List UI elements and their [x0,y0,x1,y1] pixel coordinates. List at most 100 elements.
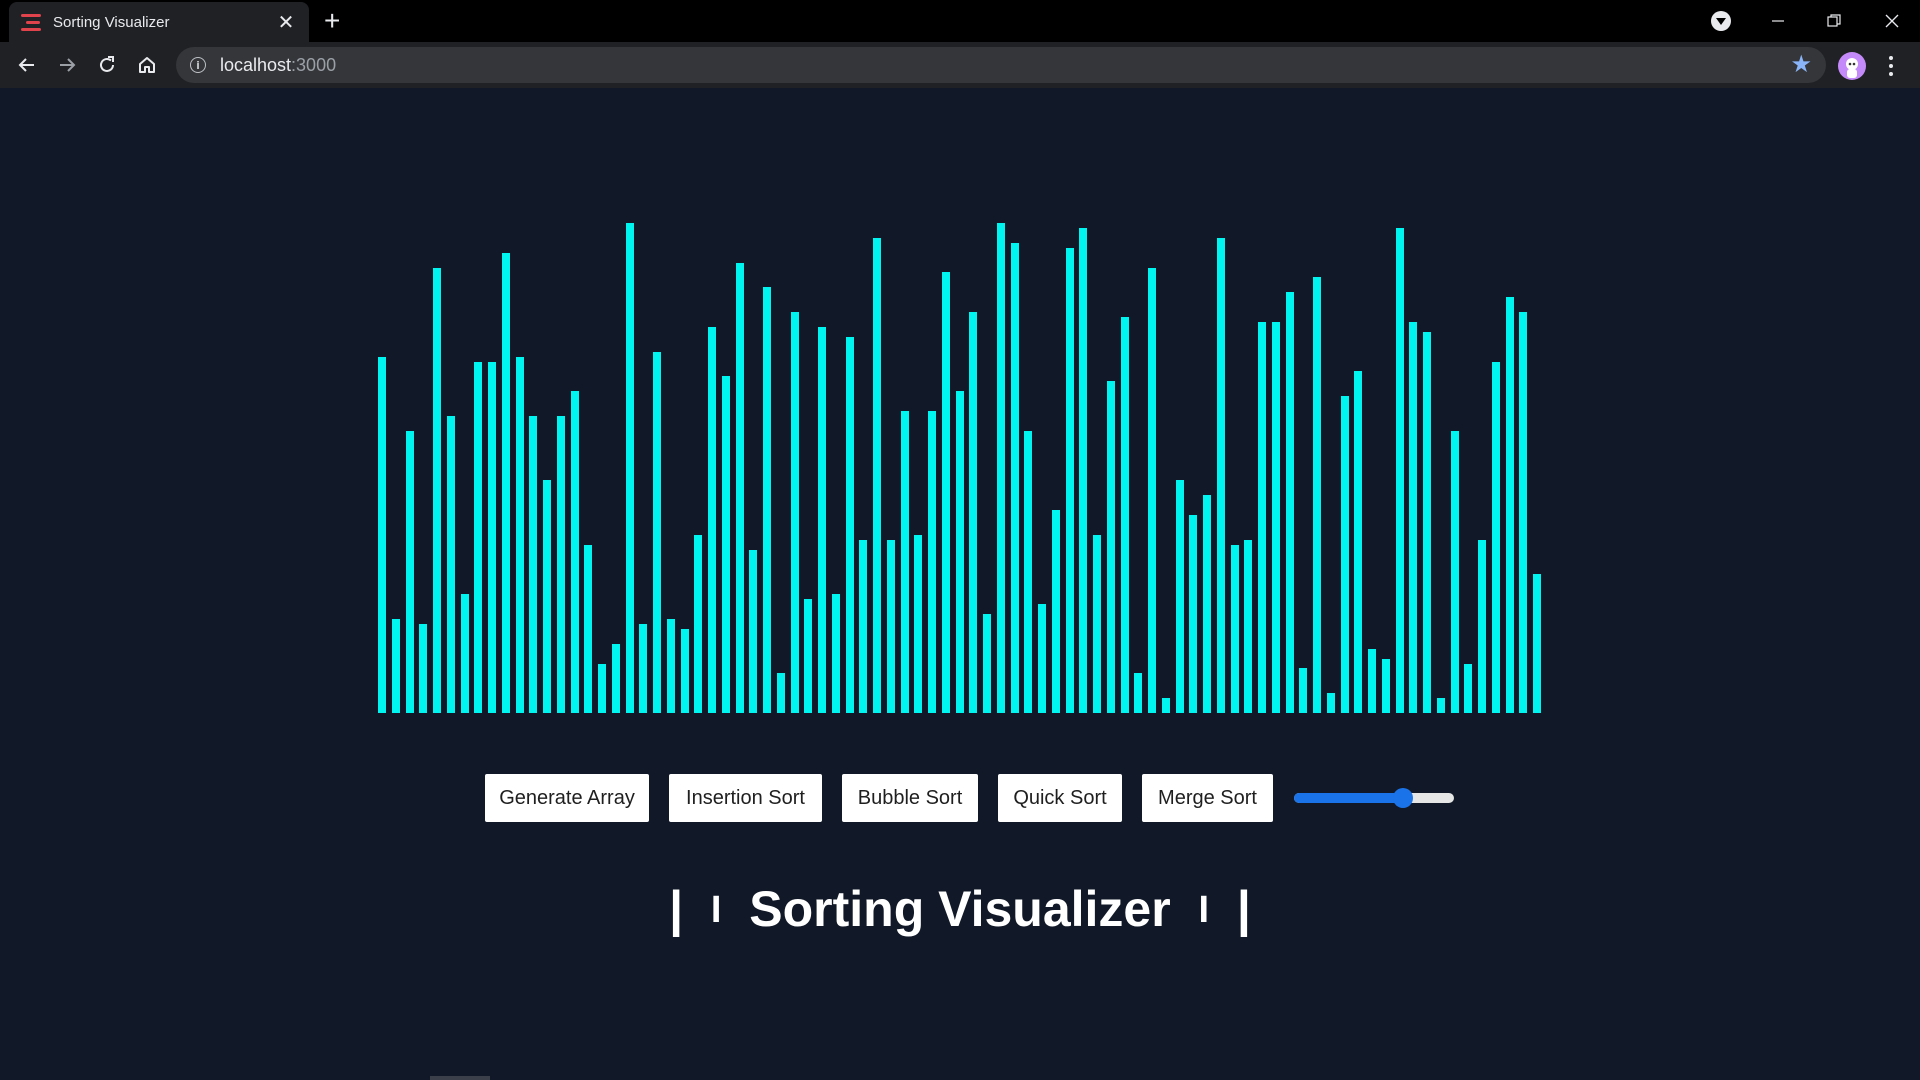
array-bar [488,361,496,713]
array-bar [1051,510,1060,713]
array-bar [1368,648,1376,713]
quick-sort-button[interactable]: Quick Sort [998,774,1122,822]
tab-title: Sorting Visualizer [53,13,170,31]
array-bar [749,549,758,713]
array-bar [763,287,771,713]
array-bar [1464,663,1473,713]
array-bar [529,416,538,713]
array-bar [1175,480,1184,713]
array-bar [515,356,524,713]
array-bar [804,599,813,713]
array-bar [1244,539,1253,713]
array-bar [873,237,881,713]
title-text: Sorting Visualizer [749,881,1171,937]
window-close-icon[interactable] [1864,0,1920,42]
array-bar [1381,658,1390,713]
browser-titlebar: Sorting Visualizer ✕ + [0,0,1920,42]
kebab-menu-icon[interactable] [1886,52,1896,80]
reload-icon[interactable] [91,49,123,81]
array-bar [721,376,730,713]
hamburger-icon [21,13,43,31]
array-bar [955,391,964,713]
array-bar [378,356,386,713]
bubble-sort-button[interactable]: Bubble Sort [842,774,978,822]
array-bar [1038,604,1046,713]
array-bar [1161,698,1170,713]
bar-chart [0,88,1920,718]
media-control-icon[interactable] [1711,11,1731,31]
forward-arrow-icon[interactable] [51,49,83,81]
url-port: :3000 [291,54,337,75]
array-bar [886,539,895,713]
array-bar [446,416,455,713]
array-bar [1106,381,1115,713]
array-bar [625,222,634,713]
slider-fill [1294,793,1403,803]
title-pipe-inner-left: I [710,889,722,931]
address-bar[interactable]: i localhost:3000 ★ [176,47,1826,83]
array-bar [1354,371,1363,713]
array-bar [666,618,675,713]
array-bar [790,312,799,713]
title-pipe-inner-right: I [1198,889,1210,931]
star-icon[interactable]: ★ [1790,51,1812,78]
array-bar [776,673,785,713]
array-bar [391,618,400,713]
back-arrow-icon[interactable] [11,49,43,81]
array-bar [1533,574,1541,713]
array-bar [1065,247,1074,713]
array-bar [1313,277,1321,713]
array-bar [1285,292,1294,713]
array-bar [653,351,661,713]
array-bar [598,663,606,713]
array-bar [1505,297,1514,713]
array-bar [1271,321,1280,713]
close-icon[interactable]: ✕ [277,11,295,34]
array-bar [1120,317,1129,713]
minimize-icon[interactable] [1750,0,1806,42]
array-bar [419,623,428,713]
array-bar [584,544,593,713]
array-bar [1478,539,1486,713]
array-bar [1423,331,1431,713]
controls-row: Generate Array Insertion Sort Bubble Sor… [0,774,1920,822]
scrollbar-thumb[interactable] [430,1076,490,1080]
page-title: | I Sorting Visualizer I | [0,880,1920,938]
array-bar [556,416,565,713]
array-bar [460,594,469,713]
array-bar [1519,312,1528,713]
merge-sort-button[interactable]: Merge Sort [1142,774,1273,822]
array-bar [1395,227,1404,713]
home-icon[interactable] [131,49,163,81]
array-bar [1326,693,1335,713]
array-bar [831,594,840,713]
array-bar [1024,430,1033,713]
array-bar [900,411,909,713]
browser-tab[interactable]: Sorting Visualizer ✕ [9,2,309,42]
avatar[interactable] [1838,52,1866,80]
array-bar [680,628,689,713]
insertion-sort-button[interactable]: Insertion Sort [669,774,822,822]
restore-icon[interactable] [1806,0,1862,42]
array-bar [570,391,579,713]
array-bar [818,326,826,713]
array-bar [1079,227,1088,713]
array-bar [983,614,991,713]
array-bar [735,262,744,713]
array-bar [1189,515,1198,713]
array-bar [1134,673,1143,713]
array-bar [914,534,923,713]
url-host: localhost [220,54,292,75]
info-icon[interactable]: i [190,57,206,73]
array-bar [1491,361,1500,713]
array-bar [941,272,950,713]
array-bar [1450,430,1459,713]
array-bar [845,336,854,713]
array-bar [1216,237,1225,713]
array-bar [708,326,716,713]
slider-thumb[interactable] [1392,788,1413,808]
plus-icon[interactable]: + [324,5,341,36]
generate-array-button[interactable]: Generate Array [485,774,649,822]
array-bar [1203,495,1211,713]
array-bar [611,643,620,713]
